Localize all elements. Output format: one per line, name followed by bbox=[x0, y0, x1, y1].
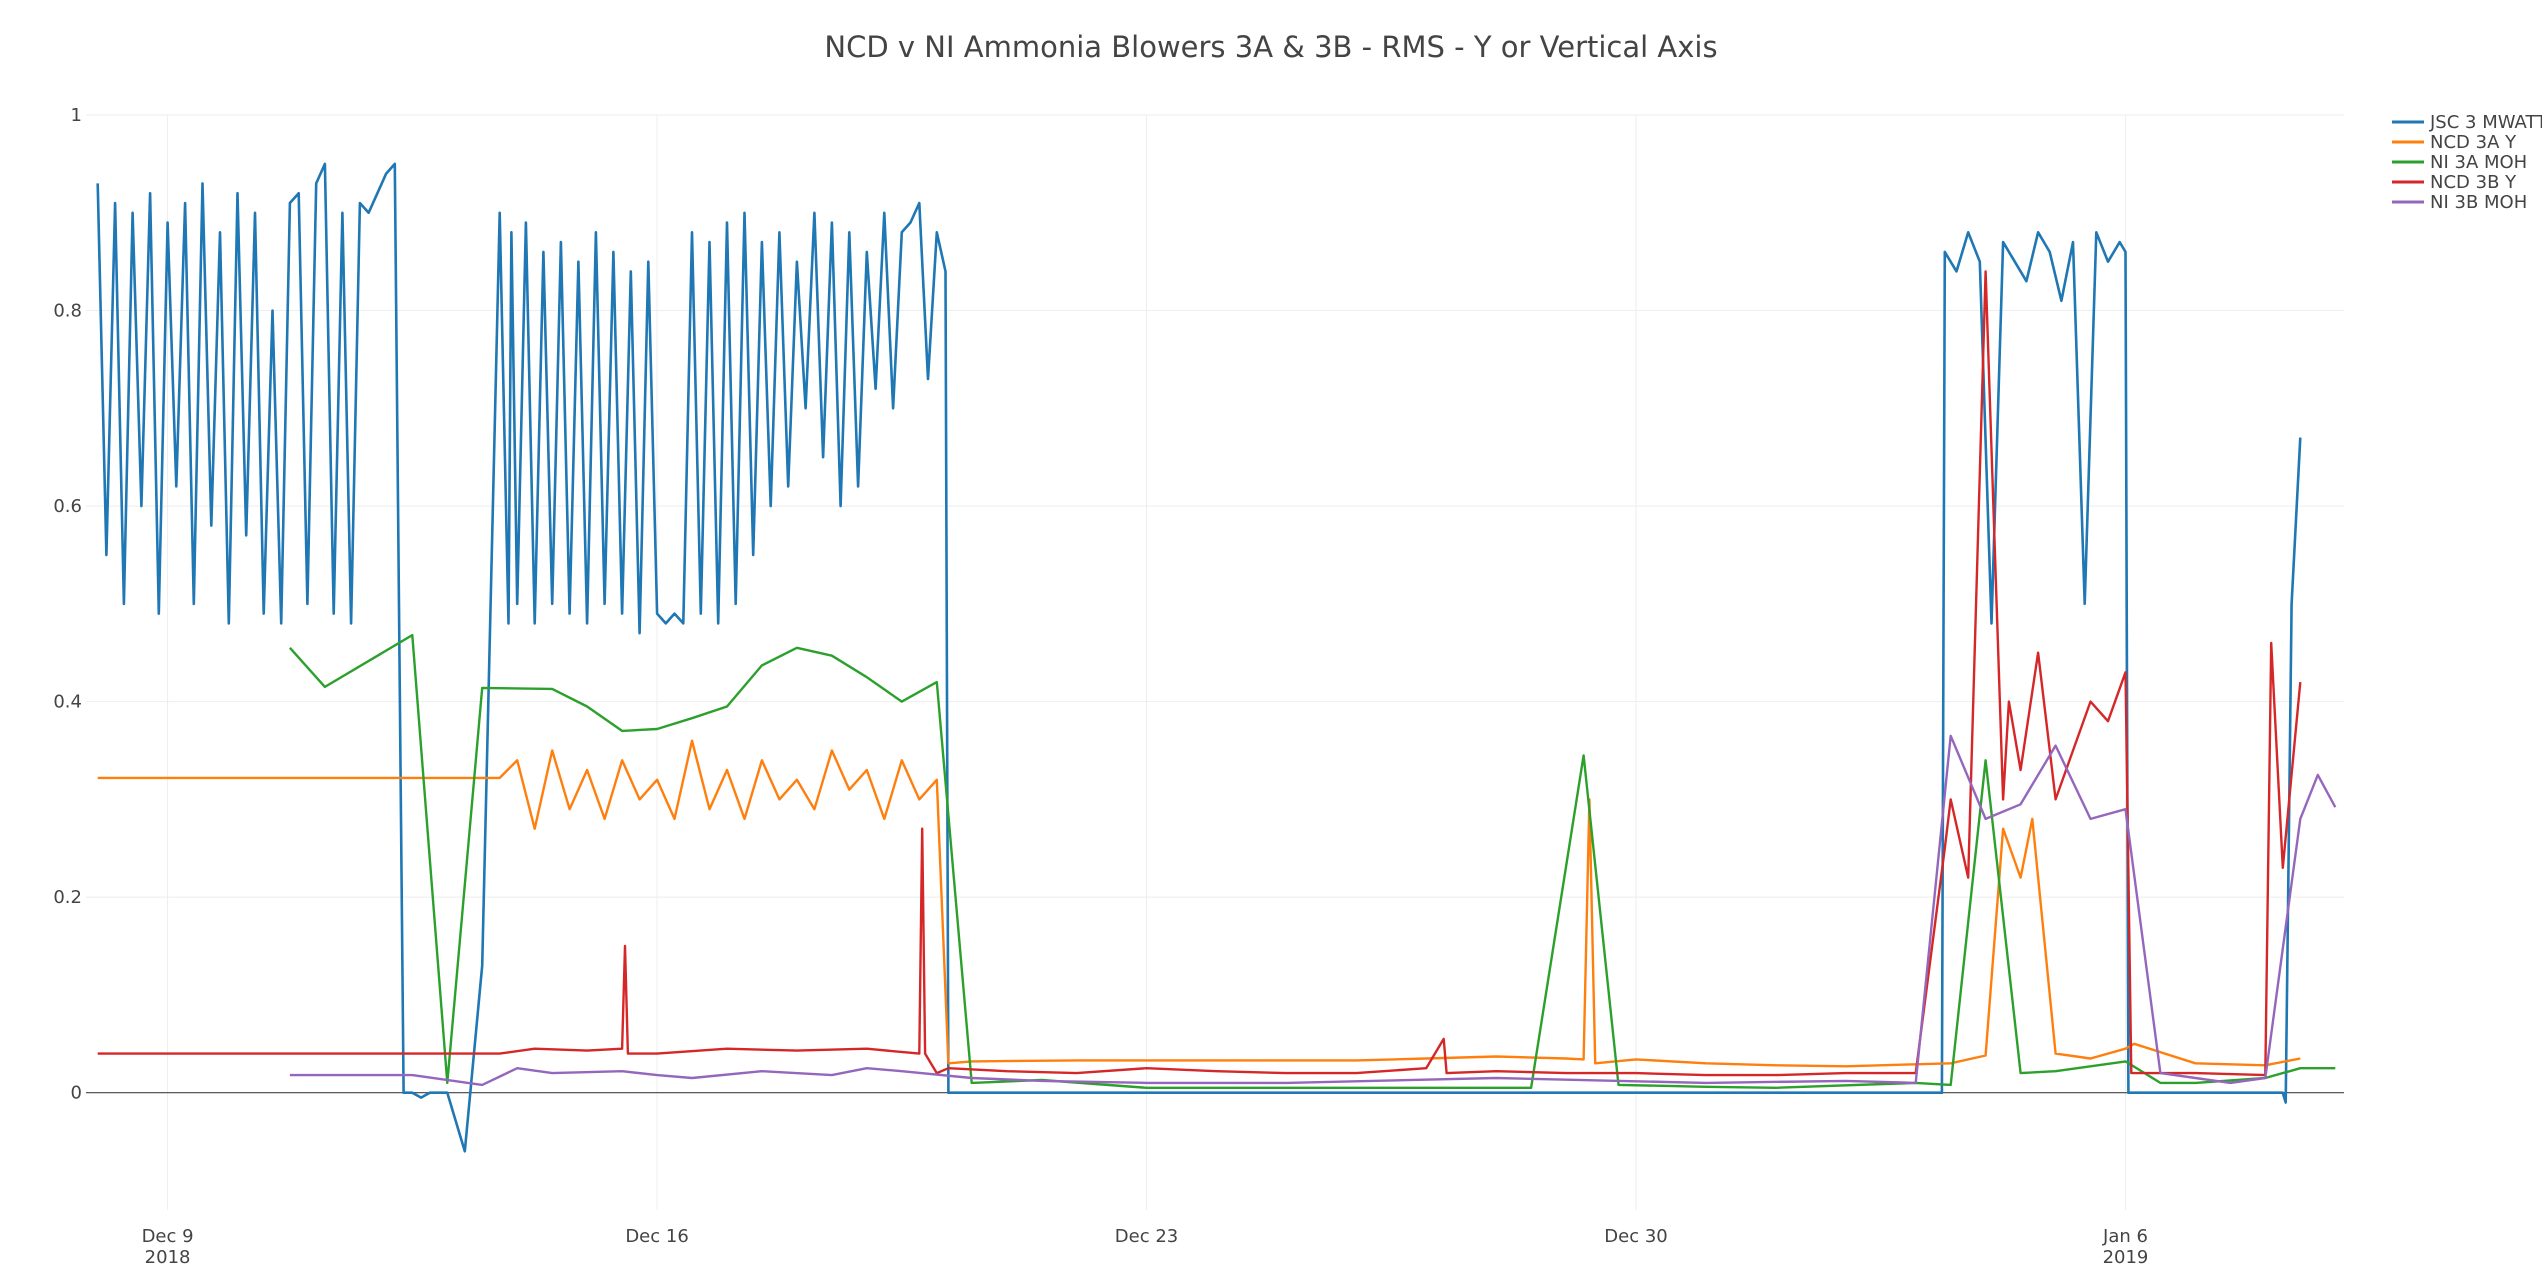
x-tick-label: Jan 6 bbox=[2102, 1226, 2148, 1247]
legend-label: NCD 3B Y bbox=[2430, 172, 2517, 193]
legend-label: NI 3B MOH bbox=[2430, 192, 2527, 213]
legend-label: JSC 3 MWATTS bbox=[2429, 112, 2542, 133]
y-tick-label: 0.8 bbox=[53, 301, 82, 322]
series-line-4 bbox=[97, 270, 2302, 1077]
y-tick-label: 0 bbox=[71, 1083, 82, 1104]
legend-label: NCD 3A Y bbox=[2430, 132, 2517, 153]
y-tick-label: 0.4 bbox=[53, 692, 82, 713]
series-line-1 bbox=[96, 162, 2302, 1153]
y-tick-label: 1 bbox=[71, 105, 82, 126]
legend-label: NI 3A MOH bbox=[2430, 152, 2527, 173]
x-tick-year-label: 2019 bbox=[2103, 1247, 2149, 1268]
x-tick-year-label: 2018 bbox=[145, 1247, 191, 1268]
gridlines bbox=[86, 114, 2344, 1210]
x-tick-label: Dec 9 bbox=[142, 1226, 194, 1247]
chart-title: NCD v NI Ammonia Blowers 3A & 3B - RMS -… bbox=[824, 30, 1717, 64]
x-tick-label: Dec 23 bbox=[1115, 1226, 1178, 1247]
x-tick-label: Dec 16 bbox=[625, 1226, 688, 1247]
x-tick-label: Dec 30 bbox=[1604, 1226, 1667, 1247]
plot-area[interactable] bbox=[96, 162, 2337, 1153]
series-line-5 bbox=[289, 734, 2337, 1087]
y-tick-label: 0.2 bbox=[53, 887, 82, 908]
y-tick-label: 0.6 bbox=[53, 496, 82, 517]
series-line-3 bbox=[289, 633, 2336, 1090]
y-axis: 0 0.2 0.4 0.6 0.8 1 bbox=[53, 105, 82, 1104]
series-line-2 bbox=[97, 739, 2301, 1068]
